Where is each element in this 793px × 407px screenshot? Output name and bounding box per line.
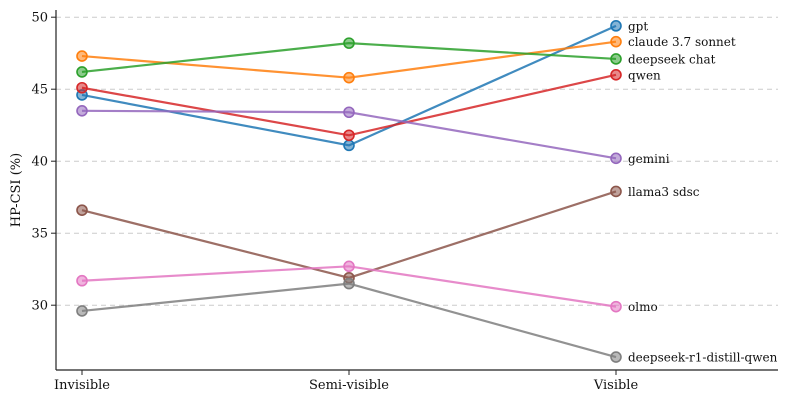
- point-qwen-0: [76, 81, 88, 94]
- point-claude-3-7-sonnet-1: [343, 71, 355, 84]
- point-qwen-1: [343, 129, 355, 142]
- series-label-deepseek-r1-distill-qwen: deepseek-r1-distill-qwen: [628, 351, 778, 365]
- point-deepseek-chat-2: [610, 53, 622, 65]
- point-llama3-sdsc-0: [76, 204, 88, 216]
- y-tick-label-35: 35: [31, 227, 48, 242]
- y-axis-ticks: 30 35 40 45 50: [31, 11, 56, 314]
- point-qwen-2: [610, 69, 622, 81]
- y-tick-label-45: 45: [31, 83, 48, 98]
- y-tick-label-50: 50: [31, 11, 48, 26]
- x-tick-label-visible: Visible: [593, 378, 639, 393]
- point-gemini-1: [343, 106, 355, 119]
- y-axis-title: HP-CSI (%): [9, 153, 24, 227]
- series-label-llama3-sdsc: llama3 sdsc: [628, 185, 700, 199]
- series-label-gpt: gpt: [628, 19, 648, 33]
- series-label-deepseek-chat: deepseek chat: [628, 52, 716, 66]
- point-claude-3-7-sonnet-0: [76, 50, 88, 62]
- point-deepseek-r1-distill-qwen-1: [343, 277, 355, 290]
- series-labels: gpt claude 3.7 sonnet deepseek chat qwen gem…: [628, 19, 778, 364]
- point-deepseek-chat-0: [76, 66, 88, 78]
- x-tick-label-invisible: Invisible: [54, 378, 110, 393]
- series-label-claude-3-7-sonnet: claude 3.7 sonnet: [628, 35, 736, 49]
- series-label-olmo: olmo: [628, 300, 658, 314]
- series-lines: [76, 20, 622, 363]
- point-deepseek-r1-distill-qwen-2: [610, 351, 622, 363]
- point-llama3-sdsc-2: [610, 185, 622, 198]
- series-line-qwen: [81, 73, 617, 137]
- point-olmo-0: [76, 274, 88, 287]
- axes: [55, 10, 778, 371]
- point-deepseek-chat-1: [343, 37, 355, 49]
- point-olmo-1: [343, 260, 355, 273]
- point-deepseek-r1-distill-qwen-0: [76, 305, 88, 317]
- x-tick-label-semi-visible: Semi-visible: [309, 378, 389, 393]
- point-gemini-0: [76, 105, 88, 117]
- point-claude-3-7-sonnet-2: [610, 35, 622, 48]
- point-olmo-2: [610, 300, 622, 313]
- y-tick-label-40: 40: [31, 155, 48, 170]
- point-gpt-2: [610, 20, 622, 32]
- y-tick-label-30: 30: [31, 299, 48, 314]
- x-axis-ticks: Invisible Semi-visible Visible: [54, 370, 638, 393]
- point-gemini-2: [610, 152, 622, 165]
- point-gpt-1: [343, 139, 355, 152]
- series-label-gemini: gemini: [628, 152, 670, 166]
- series-label-qwen: qwen: [628, 68, 661, 82]
